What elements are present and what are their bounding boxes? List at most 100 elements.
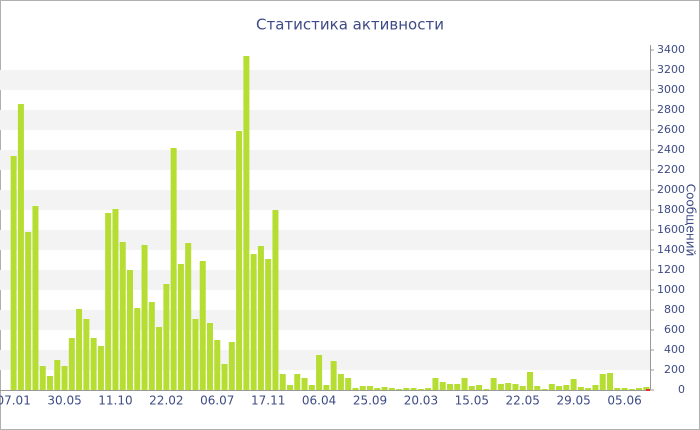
- y-tick-label: 2200: [657, 163, 685, 176]
- grid-band: [0, 350, 650, 370]
- bar: [47, 376, 53, 390]
- bar: [156, 327, 163, 390]
- y-tick-label: 3200: [657, 63, 685, 76]
- y-tick-label: 0: [678, 383, 685, 396]
- bar: [352, 388, 359, 390]
- bar: [141, 245, 148, 390]
- y-tick-label: 2800: [657, 103, 685, 116]
- bar: [447, 384, 453, 390]
- grid-band: [0, 230, 650, 250]
- bar: [599, 374, 606, 390]
- x-tick-label: 22.02: [149, 394, 183, 408]
- bar: [170, 148, 177, 390]
- bar: [359, 386, 366, 390]
- bar: [468, 386, 475, 390]
- grid-band: [0, 110, 650, 130]
- bar: [556, 386, 563, 390]
- y-tick-label: 600: [664, 323, 685, 336]
- grid-band: [0, 310, 650, 330]
- bar: [214, 340, 221, 390]
- bar: [17, 104, 24, 390]
- bar: [207, 323, 213, 390]
- bar: [287, 385, 293, 390]
- marker: [646, 389, 650, 391]
- x-tick-label: 25.09: [353, 394, 387, 408]
- bar: [527, 372, 533, 390]
- bar: [97, 346, 104, 390]
- y-tick-label: 2400: [657, 143, 685, 156]
- bar: [548, 384, 555, 390]
- bar: [221, 364, 228, 390]
- bar: [607, 373, 613, 390]
- y-axis-title: Сообщений: [684, 184, 698, 257]
- bar: [585, 388, 592, 390]
- x-tick-label: 30.05: [47, 394, 81, 408]
- bar: [250, 254, 257, 390]
- y-tick-label: 800: [664, 303, 685, 316]
- x-tick-label: 11.10: [98, 394, 132, 408]
- bar: [185, 243, 192, 390]
- y-tick-label: 1600: [657, 223, 685, 236]
- y-tick-label: 3000: [657, 83, 685, 96]
- bar: [396, 389, 403, 390]
- bar: [483, 389, 490, 390]
- x-tick-label: 22.05: [506, 394, 540, 408]
- bar: [112, 209, 119, 390]
- y-tick-label: 2000: [657, 183, 685, 196]
- bar: [323, 385, 330, 390]
- bar: [592, 385, 599, 390]
- bar: [257, 246, 264, 390]
- bar: [119, 242, 126, 390]
- x-tick-label: 07.01: [0, 394, 31, 408]
- bar: [614, 388, 621, 390]
- bar: [388, 388, 395, 390]
- bar: [432, 378, 439, 390]
- bar: [621, 388, 628, 390]
- bar: [316, 355, 323, 390]
- bar: [148, 302, 155, 390]
- bar: [330, 361, 337, 390]
- y-tick-label: 1800: [657, 203, 685, 216]
- bar: [490, 378, 497, 390]
- bar: [272, 210, 279, 390]
- x-tick-label: 06.04: [302, 394, 336, 408]
- bar: [10, 156, 17, 390]
- bar: [192, 319, 199, 390]
- bar: [636, 388, 643, 390]
- stripes: [0, 70, 650, 370]
- bar: [643, 387, 650, 390]
- x-tick-label: 15.05: [455, 394, 489, 408]
- bar: [497, 384, 504, 390]
- bar: [374, 388, 381, 390]
- bar: [541, 389, 548, 390]
- y-tick-label: 1400: [657, 243, 685, 256]
- bar: [25, 232, 32, 390]
- y-tick-label: 1000: [657, 283, 685, 296]
- x-tick-label: 05.06: [607, 394, 641, 408]
- bar: [454, 384, 461, 390]
- bar: [410, 388, 417, 390]
- bar: [519, 386, 526, 390]
- bar: [54, 360, 61, 390]
- bar: [134, 308, 141, 390]
- bar: [32, 206, 39, 390]
- bar: [476, 385, 483, 390]
- bar: [425, 388, 432, 390]
- bar: [228, 342, 235, 390]
- bar: [39, 366, 46, 390]
- bar: [512, 384, 519, 390]
- bar: [381, 387, 388, 390]
- y-tick-label: 200: [664, 363, 685, 376]
- bar: [177, 264, 184, 390]
- bar: [367, 386, 373, 390]
- bar: [68, 338, 75, 390]
- y-tick-label: 1200: [657, 263, 685, 276]
- bar: [90, 338, 97, 390]
- bar: [563, 385, 570, 390]
- bar: [265, 259, 272, 390]
- bar: [628, 389, 635, 390]
- x-tick-label: 29.05: [556, 394, 590, 408]
- bar: [337, 374, 344, 390]
- bar: [461, 378, 468, 390]
